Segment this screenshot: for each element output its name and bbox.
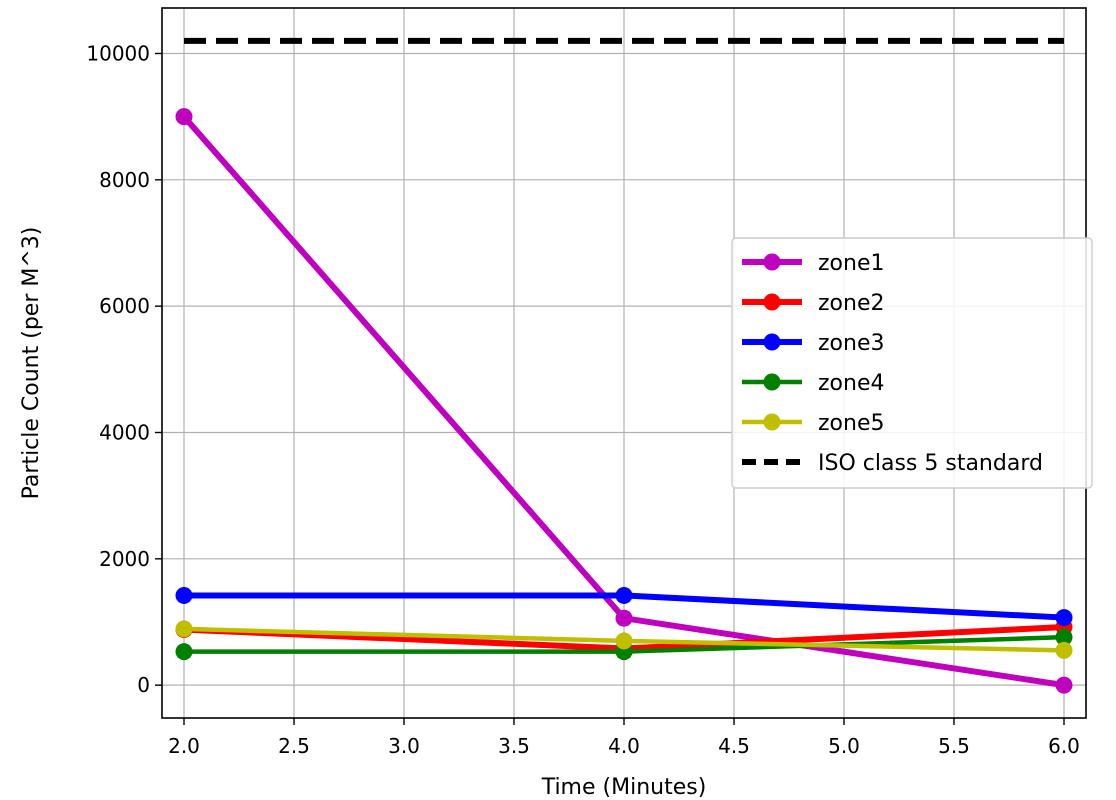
legend-swatch-marker xyxy=(763,413,781,431)
legend-label: zone4 xyxy=(818,371,884,396)
legend-label: zone3 xyxy=(818,331,884,356)
data-point xyxy=(1055,676,1073,694)
legend-entry: zone3 xyxy=(742,331,884,356)
data-point xyxy=(175,108,193,126)
y-tick-label: 8000 xyxy=(99,168,150,192)
series-zone5 xyxy=(175,620,1073,659)
plot-series xyxy=(175,37,1073,694)
x-axis-label: Time (Minutes) xyxy=(541,775,707,800)
y-tick-label: 0 xyxy=(137,673,150,697)
data-point xyxy=(615,609,633,627)
legend-swatch-marker xyxy=(763,253,781,271)
data-point xyxy=(615,632,633,650)
data-point xyxy=(175,586,193,604)
y-tick-label: 6000 xyxy=(99,294,150,318)
legend-label: zone5 xyxy=(818,411,884,436)
legend-label: zone2 xyxy=(818,291,884,316)
x-tick-label: 5.5 xyxy=(938,734,970,758)
x-tick-label: 3.5 xyxy=(498,734,530,758)
legend-entry: zone2 xyxy=(742,291,884,316)
legend-label: zone1 xyxy=(818,251,884,276)
legend-swatch-marker xyxy=(763,293,781,311)
data-point xyxy=(1055,609,1073,627)
series-zone1 xyxy=(175,108,1073,694)
legend-entry: zone5 xyxy=(742,411,884,436)
series-zone3 xyxy=(175,586,1073,627)
grid-lines xyxy=(162,8,1086,718)
legend-entry: zone4 xyxy=(742,371,884,396)
x-tick-label: 2.5 xyxy=(278,734,310,758)
data-point xyxy=(175,620,193,638)
data-point xyxy=(175,643,193,661)
data-point xyxy=(1055,641,1073,659)
legend-label: ISO class 5 standard xyxy=(818,451,1043,476)
x-tick-label: 5.0 xyxy=(828,734,860,758)
y-tick-label: 2000 xyxy=(99,547,150,571)
y-tick-label: 4000 xyxy=(99,420,150,444)
data-point xyxy=(615,586,633,604)
x-tick-label: 2.0 xyxy=(168,734,200,758)
legend: zone1 zone2 zone3 zone4 zone5 ISO class 5 sta… xyxy=(731,237,1093,489)
legend-box xyxy=(731,237,1093,489)
legend-swatch-marker xyxy=(763,333,781,351)
x-tick-label: 4.0 xyxy=(608,734,640,758)
data-point xyxy=(1055,628,1073,646)
x-tick-label: 4.5 xyxy=(718,734,750,758)
y-axis-label: Particle Count (per M^3) xyxy=(19,227,44,500)
x-tick-label: 6.0 xyxy=(1048,734,1080,758)
axis-ticks: 2.0 2.5 3.0 3.5 4.0 4.5 5.0 5.5 6.0 0 2000 4000 6000… xyxy=(86,41,1080,758)
legend-entry: ISO class 5 standard xyxy=(742,451,1043,476)
legend-entry: zone1 xyxy=(742,251,884,276)
legend-swatch-marker xyxy=(763,373,781,391)
x-tick-label: 3.0 xyxy=(388,734,420,758)
y-tick-label: 10000 xyxy=(86,41,150,65)
